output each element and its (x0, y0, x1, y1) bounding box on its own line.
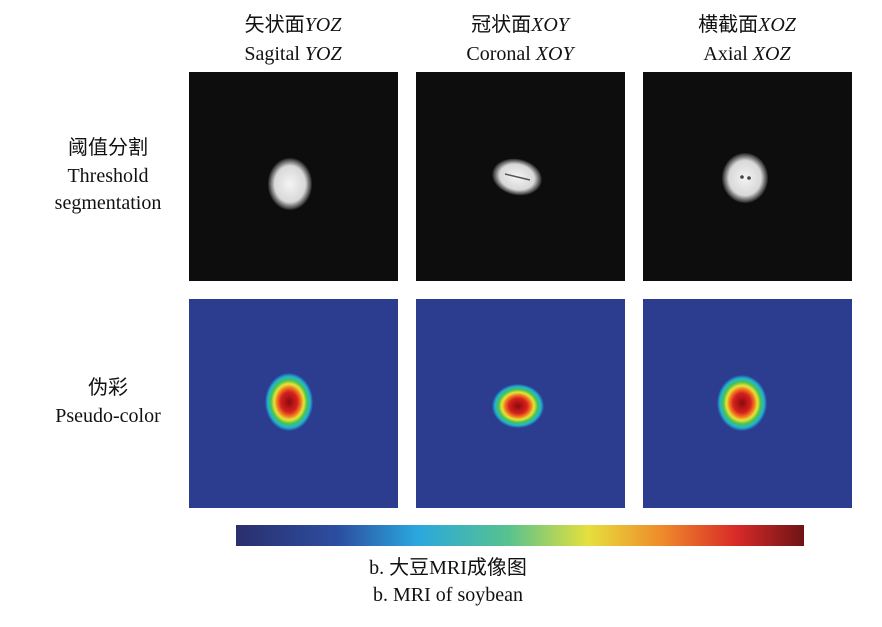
text: XOZ (758, 14, 796, 36)
text: XOZ (752, 43, 791, 65)
row-label: Threshold (67, 165, 149, 187)
caption: b. 大豆MRI成像图 (369, 557, 527, 579)
pseudo-row (189, 299, 852, 508)
col-header: 横截面XOZ (698, 13, 796, 37)
colorbar (236, 525, 804, 546)
row-label: Pseudo-color (55, 405, 161, 427)
col-header: Coronal XOY (466, 42, 573, 66)
col-header: Sagital YOZ (244, 42, 341, 66)
text: 矢状面 (244, 14, 305, 36)
row-label: 伪彩 (88, 377, 128, 399)
text: Coronal (466, 43, 531, 65)
text: 冠状面 (471, 14, 532, 36)
text: XOY (535, 43, 574, 65)
text: 横截面 (698, 14, 759, 36)
col-header: 矢状面YOZ (245, 13, 342, 37)
col-header: Axial XOZ (703, 42, 790, 66)
text: XOY (531, 14, 569, 36)
text: YOZ (304, 43, 342, 65)
text: YOZ (304, 14, 342, 36)
col-header: 冠状面XOY (471, 13, 569, 37)
text: Sagital (244, 43, 300, 65)
row-label: segmentation (54, 192, 162, 214)
caption: b. MRI of soybean (373, 584, 523, 606)
text: Axial (703, 43, 748, 65)
threshold-row (189, 72, 852, 281)
row-label: 阈值分割 (68, 137, 148, 159)
